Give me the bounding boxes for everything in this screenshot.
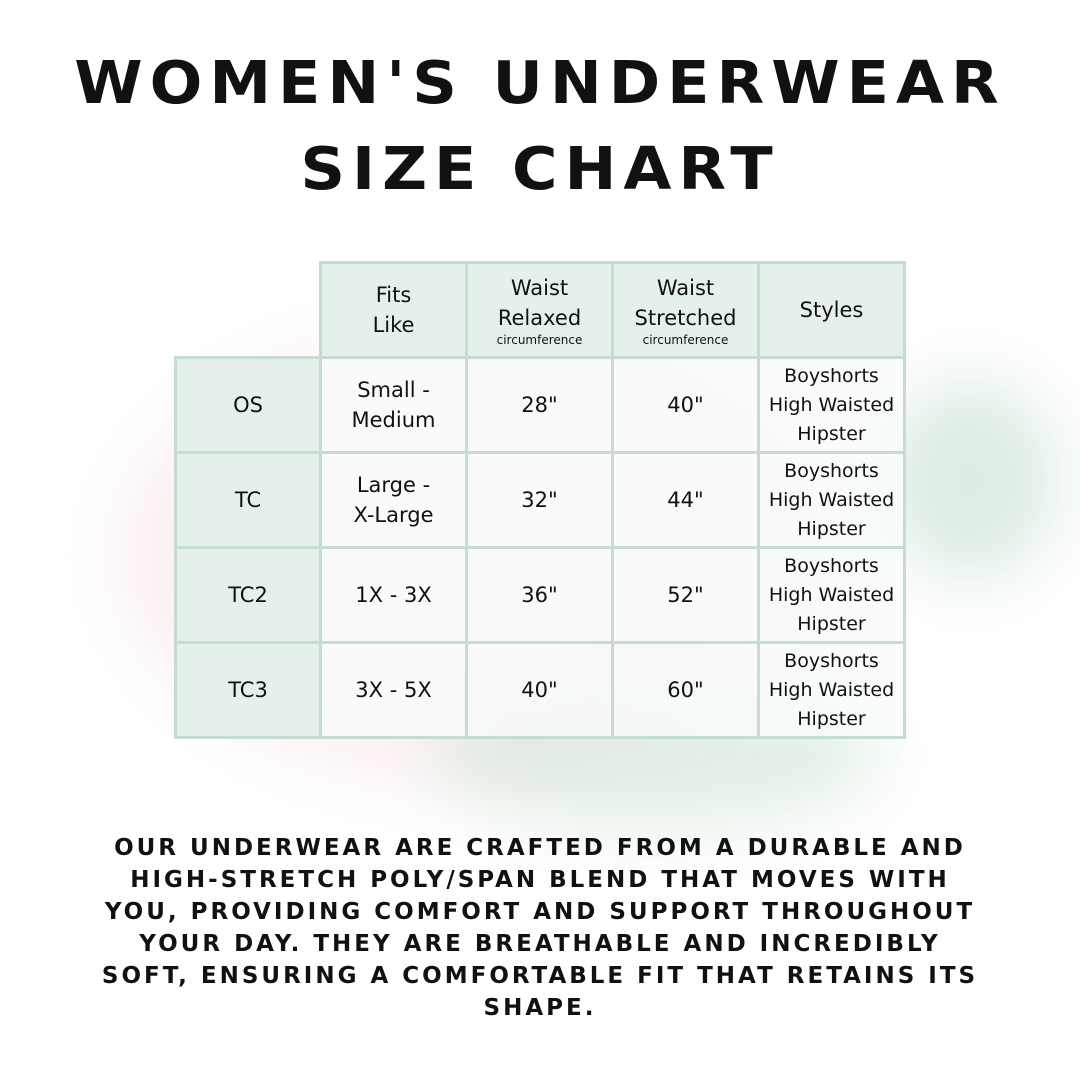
header-waist-relaxed: Waist Relaxed circumference	[465, 261, 614, 359]
header-styles: Styles	[757, 261, 906, 359]
size-cell: TC3	[174, 641, 322, 739]
page-title: WOMEN'S UNDERWEAR SIZE CHART	[0, 40, 1080, 212]
table-row: TC2 1X - 3X 36" 52" Boyshorts High Waisted Hip…	[174, 546, 906, 644]
table-row: TC Large - X-Large 32" 44" Boyshorts High Wais…	[174, 451, 906, 549]
header-row: Fits Like Waist Relaxed circumference Waist…	[176, 261, 906, 359]
size-cell: TC2	[174, 546, 322, 644]
size-cell: OS	[174, 356, 322, 454]
header-fits-like: Fits Like	[319, 261, 468, 359]
header-waist-stretched: Waist Stretched circumference	[611, 261, 760, 359]
fits-like-cell: Large - X-Large	[319, 451, 468, 549]
fits-like-cell: 1X - 3X	[319, 546, 468, 644]
waist-relaxed-cell: 32"	[465, 451, 614, 549]
description-text: OUR UNDERWEAR ARE CRAFTED FROM A DURABLE…	[101, 835, 979, 1021]
fits-like-cell: Small - Medium	[319, 356, 468, 454]
waist-stretched-cell: 52"	[611, 546, 760, 644]
styles-cell: Boyshorts High Waisted Hipster	[757, 356, 906, 454]
waist-stretched-cell: 44"	[611, 451, 760, 549]
table-row: TC3 3X - 5X 40" 60" Boyshorts High Waisted Hip…	[174, 641, 906, 739]
waist-relaxed-cell: 40"	[465, 641, 614, 739]
background-cactus	[880, 380, 1060, 580]
styles-cell: Boyshorts High Waisted Hipster	[757, 641, 906, 739]
table-row: OS Small - Medium 28" 40" Boyshorts High Waist…	[174, 356, 906, 454]
title-line-2: SIZE CHART	[300, 133, 780, 204]
waist-relaxed-cell: 36"	[465, 546, 614, 644]
fits-like-cell: 3X - 5X	[319, 641, 468, 739]
waist-relaxed-cell: 28"	[465, 356, 614, 454]
styles-cell: Boyshorts High Waisted Hipster	[757, 546, 906, 644]
title-line-1: WOMEN'S UNDERWEAR	[74, 47, 1006, 118]
styles-cell: Boyshorts High Waisted Hipster	[757, 451, 906, 549]
size-table: Fits Like Waist Relaxed circumference Waist…	[174, 261, 906, 739]
waist-stretched-cell: 60"	[611, 641, 760, 739]
waist-stretched-cell: 40"	[611, 356, 760, 454]
size-cell: TC	[174, 451, 322, 549]
corner-cell	[176, 263, 321, 358]
